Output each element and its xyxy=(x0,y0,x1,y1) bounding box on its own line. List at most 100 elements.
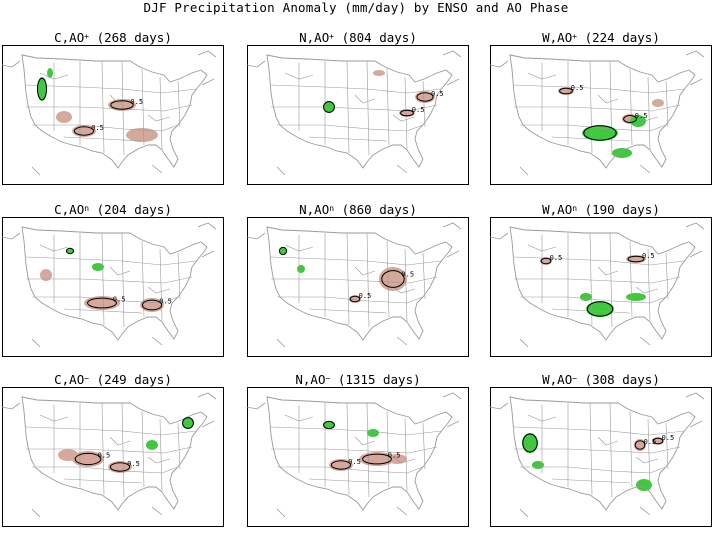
panel-days-count: (308 days) xyxy=(577,372,660,387)
map-panel: C,AOn (204 days) 0.5 0.5 xyxy=(2,202,224,362)
positive-anomaly-region xyxy=(373,70,385,76)
state-boundary xyxy=(39,414,69,422)
state-boundary xyxy=(308,308,388,314)
state-boundary xyxy=(589,402,593,496)
negative-anomaly-region xyxy=(92,263,104,271)
panel-title-sep: ,AO xyxy=(306,202,330,217)
anomaly-contour xyxy=(330,460,352,470)
state-boundary xyxy=(665,422,669,470)
state-boundary xyxy=(147,114,171,122)
panel-ao-sign: − xyxy=(84,374,90,383)
anomaly-contour xyxy=(65,247,75,255)
negative-anomaly-region xyxy=(586,301,614,317)
state-boundary xyxy=(177,252,181,300)
border-lines xyxy=(2,392,217,518)
coastline xyxy=(266,396,453,511)
panel-title-sep: ,AO xyxy=(549,30,573,45)
panel-enso-phase: N xyxy=(299,202,307,217)
contour-label: 0.5 xyxy=(412,106,425,114)
state-boundary xyxy=(514,104,681,112)
negative-anomaly-region xyxy=(580,293,592,301)
coastline xyxy=(21,54,208,169)
negative-anomaly-region xyxy=(47,68,53,78)
state-boundary xyxy=(26,276,193,284)
anomaly-contour xyxy=(652,437,664,445)
panel-ao-sign: + xyxy=(572,32,578,41)
coastline xyxy=(509,54,696,169)
state-boundary xyxy=(635,456,659,464)
anomaly-contour xyxy=(323,420,335,430)
state-boundary xyxy=(354,436,376,446)
anomaly-map: 0.5 0.5 xyxy=(490,45,712,185)
panel-title: C,AOn (204 days) xyxy=(2,202,224,217)
state-boundary xyxy=(422,252,426,300)
panel-enso-phase: C xyxy=(54,30,62,45)
panel-title: W,AO− (308 days) xyxy=(490,372,712,387)
negative-anomaly-region xyxy=(612,148,632,158)
state-boundary xyxy=(647,418,651,492)
anomaly-contour xyxy=(583,125,617,141)
anomaly-contour xyxy=(627,255,645,263)
map-panel: C,AO− (249 days) 0.5 0.5 xyxy=(2,372,224,532)
state-boundary xyxy=(665,252,669,300)
state-boundary xyxy=(404,418,408,492)
state-boundary xyxy=(308,478,388,484)
map-frame xyxy=(2,387,224,527)
anomaly-map: 0.5 0.5 xyxy=(2,45,224,185)
state-boundary xyxy=(270,426,442,436)
state-boundary xyxy=(551,308,631,314)
state-boundary xyxy=(141,240,145,318)
negative-anomaly-region xyxy=(182,417,194,429)
panel-days-count: (224 days) xyxy=(577,30,660,45)
anomaly-contour xyxy=(559,87,573,95)
map-panel: W,AOn (190 days) 0.5 0.5 xyxy=(490,202,712,362)
state-boundary xyxy=(609,60,613,156)
anomaly-contour xyxy=(522,433,538,453)
state-boundary xyxy=(32,296,179,304)
state-boundary xyxy=(284,72,314,80)
state-boundary xyxy=(629,68,633,146)
state-boundary xyxy=(527,244,557,252)
negative-anomaly-region xyxy=(66,248,74,254)
map-frame xyxy=(247,217,469,357)
anomaly-contour xyxy=(110,100,134,110)
state-boundary xyxy=(177,80,181,128)
contour-label: 0.5 xyxy=(127,460,140,468)
panel-enso-phase: W xyxy=(542,30,550,45)
state-boundary xyxy=(386,410,390,488)
state-boundary xyxy=(159,418,163,492)
negative-anomaly-region xyxy=(323,421,335,429)
border-lines xyxy=(247,222,462,348)
map-panel: N,AO− (1315 days) 0.5 0.5 xyxy=(247,372,469,532)
state-boundary xyxy=(39,244,69,252)
negative-anomaly-region xyxy=(630,115,646,127)
panel-title-sep: ,AO xyxy=(61,372,85,387)
state-boundary xyxy=(629,240,633,318)
state-boundary xyxy=(271,104,438,112)
panel-ao-sign: + xyxy=(329,32,335,41)
state-boundary xyxy=(271,276,438,284)
state-boundary xyxy=(109,436,131,446)
contour-label: 0.5 xyxy=(644,438,657,446)
panel-days-count: (190 days) xyxy=(577,202,660,217)
state-boundary xyxy=(514,276,681,284)
panel-ao-sign: − xyxy=(325,374,331,383)
state-boundary xyxy=(271,446,438,454)
border-lines xyxy=(490,392,705,518)
state-boundary xyxy=(635,286,659,294)
state-boundary xyxy=(147,286,171,294)
panel-enso-phase: N xyxy=(295,372,303,387)
state-boundary xyxy=(589,232,593,326)
contour-label: 0.5 xyxy=(348,458,361,466)
negative-anomaly-region xyxy=(146,440,158,450)
state-boundary xyxy=(354,266,376,276)
contour-label: 0.5 xyxy=(662,434,675,442)
state-boundary xyxy=(346,232,350,326)
panel-title-sep: ,AO xyxy=(61,202,85,217)
panel-days-count: (860 days) xyxy=(334,202,417,217)
positive-anomaly-region xyxy=(56,111,72,123)
positive-anomaly-region xyxy=(387,454,407,464)
state-boundary xyxy=(647,248,651,322)
map-panel: W,AO+ (224 days) 0.5 0.5 xyxy=(490,30,712,190)
border-lines xyxy=(247,50,462,176)
